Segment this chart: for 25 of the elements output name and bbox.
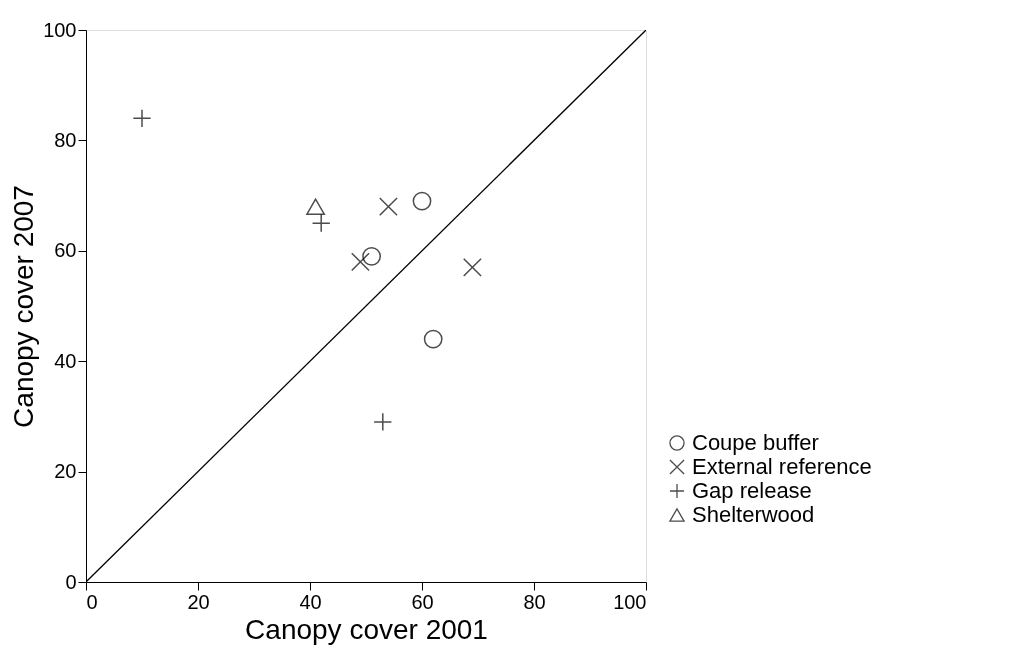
y-axis-title: Canopy cover 2007 — [8, 185, 40, 428]
x-tick-label: 100 — [613, 590, 647, 613]
legend-label: External reference — [692, 454, 872, 479]
x-tick-label: 40 — [299, 590, 322, 613]
point — [378, 197, 398, 217]
y-tick-label: 40 — [54, 349, 77, 372]
y-tick-label: 20 — [54, 460, 77, 483]
point — [423, 329, 443, 349]
x-tick-label: 20 — [187, 590, 210, 613]
x-tick-label: 0 — [86, 590, 98, 613]
x-tick-label: 60 — [411, 590, 434, 613]
legend-label: Shelterwood — [692, 502, 815, 527]
y-tick-label: 0 — [65, 570, 77, 593]
point — [362, 246, 382, 266]
x-tick-label: 80 — [523, 590, 546, 613]
y-tick-label: 60 — [54, 239, 77, 262]
point — [412, 191, 432, 211]
x-axis-title: Canopy cover 2001 — [245, 613, 488, 645]
point — [306, 198, 326, 215]
point — [350, 252, 370, 272]
legend-label: Coupe buffer — [692, 430, 819, 455]
point — [462, 257, 482, 277]
legend-label: Gap release — [692, 478, 812, 503]
y-tick-label: 100 — [43, 18, 77, 41]
y-tick-label: 80 — [54, 128, 77, 151]
